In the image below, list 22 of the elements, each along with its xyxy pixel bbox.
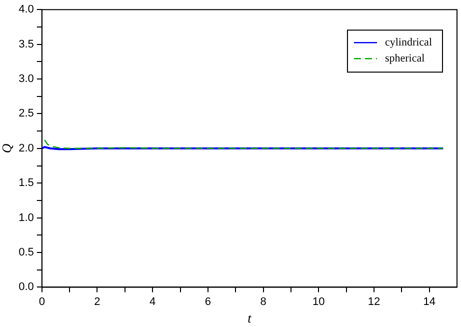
y-axis-title: Q [0, 143, 14, 154]
x-tick-label: 6 [204, 296, 211, 308]
y-tick-label: 0.5 [18, 246, 34, 259]
x-tick-label: 8 [260, 296, 266, 308]
x-axis-title: t [248, 310, 252, 326]
x-tick-label: 14 [423, 296, 436, 308]
x-tick-label: 2 [94, 296, 100, 308]
legend-label: spherical [384, 52, 425, 64]
y-tick-label: 2.5 [18, 108, 34, 120]
y-tick-label: 3.5 [18, 38, 34, 50]
x-tick-label: 0 [38, 296, 45, 308]
x-tick-label: 10 [312, 296, 325, 308]
line-series [44, 139, 444, 149]
y-tick-label: 3.0 [18, 73, 34, 86]
y-tick-label: 1.5 [18, 177, 34, 190]
x-tick-label: 12 [368, 296, 380, 308]
legend-label: cylindrical [384, 36, 432, 48]
x-tick-label: 4 [150, 296, 156, 308]
y-tick-label: 4.0 [18, 4, 34, 16]
y-tick-label: 2.0 [18, 142, 34, 154]
y-tick-label: 0.0 [18, 281, 34, 294]
y-tick-label: 1.0 [18, 212, 34, 224]
